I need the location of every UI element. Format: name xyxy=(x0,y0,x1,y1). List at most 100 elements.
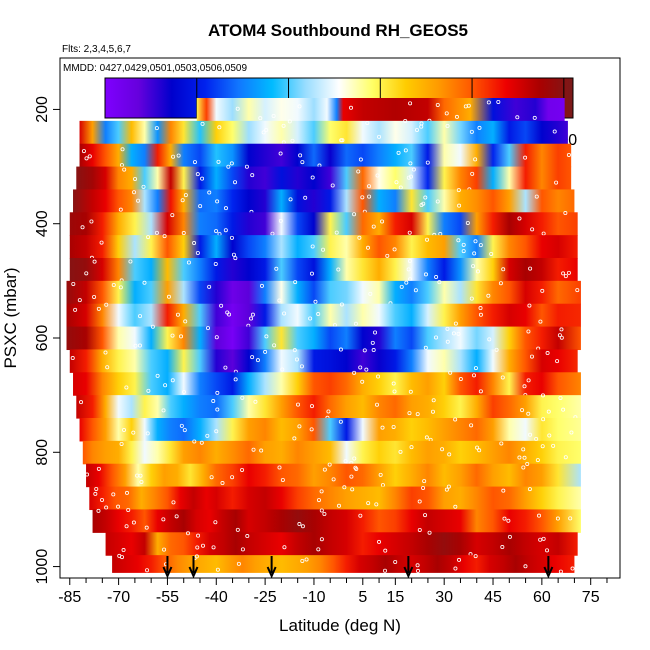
sample-marker xyxy=(319,489,324,494)
sample-marker xyxy=(96,466,101,471)
sample-marker xyxy=(124,490,129,495)
sample-marker xyxy=(182,428,187,433)
sample-marker xyxy=(552,129,557,134)
sample-marker xyxy=(309,404,314,409)
sample-marker xyxy=(415,563,420,568)
sample-marker xyxy=(538,537,543,542)
sample-marker xyxy=(135,473,140,478)
sample-marker xyxy=(111,283,116,288)
sample-marker xyxy=(489,251,494,256)
sample-marker xyxy=(353,321,358,326)
sample-marker xyxy=(235,527,240,532)
sample-marker xyxy=(415,568,420,573)
sample-marker xyxy=(408,101,413,106)
sample-marker xyxy=(547,433,552,438)
sample-marker xyxy=(391,381,396,386)
sample-marker xyxy=(477,448,482,453)
sample-marker xyxy=(271,114,276,119)
sample-marker xyxy=(219,303,224,308)
sample-marker xyxy=(448,370,453,375)
sample-marker xyxy=(207,190,212,195)
sample-marker xyxy=(214,229,219,234)
sample-marker xyxy=(277,465,282,470)
sample-marker xyxy=(398,449,403,454)
sample-marker xyxy=(89,219,94,224)
sample-marker xyxy=(563,274,568,279)
sample-marker xyxy=(430,409,435,414)
x-tick-label: 30 xyxy=(435,589,453,606)
sample-marker xyxy=(174,514,179,519)
sample-marker xyxy=(408,174,413,179)
heatmap-strip xyxy=(66,303,581,328)
sample-marker xyxy=(559,335,564,340)
sample-marker xyxy=(215,567,220,572)
sample-marker xyxy=(116,504,121,509)
sample-marker xyxy=(444,111,449,116)
sample-marker xyxy=(421,485,426,490)
heatmap-strip xyxy=(69,349,578,373)
sample-marker xyxy=(423,195,428,200)
sample-marker xyxy=(128,259,133,264)
sample-marker xyxy=(118,285,123,290)
sample-marker xyxy=(353,465,358,470)
sample-marker xyxy=(451,331,456,336)
sample-marker xyxy=(472,251,477,256)
sample-marker xyxy=(264,128,269,133)
sample-marker xyxy=(71,281,76,286)
sample-marker xyxy=(498,281,503,286)
x-tick-label: -70 xyxy=(107,589,130,606)
sample-marker xyxy=(171,500,176,505)
x-tick-label: 60 xyxy=(533,589,551,606)
sample-marker xyxy=(319,537,324,542)
sample-marker xyxy=(162,234,167,239)
y-axis-label: PSXC (mbar) xyxy=(1,267,20,368)
sample-marker xyxy=(215,407,220,412)
heatmap-strip xyxy=(76,395,581,419)
sample-marker xyxy=(309,271,314,276)
sample-marker xyxy=(340,138,345,143)
sample-marker xyxy=(475,269,480,274)
sample-marker xyxy=(92,259,97,264)
sample-marker xyxy=(229,235,234,240)
sample-marker xyxy=(473,157,478,162)
sample-marker xyxy=(447,452,452,457)
x-tick-label: 45 xyxy=(484,589,502,606)
flight-arrow xyxy=(188,556,199,579)
y-axis: 200 400 600 800 1000 xyxy=(34,96,60,584)
sample-marker xyxy=(538,319,543,324)
sample-marker xyxy=(557,333,562,338)
sample-marker xyxy=(297,522,302,527)
sample-marker xyxy=(310,244,315,249)
sample-marker xyxy=(81,149,86,154)
sample-marker xyxy=(373,330,378,335)
sample-marker xyxy=(415,412,420,417)
sample-marker xyxy=(330,183,335,188)
sample-marker xyxy=(155,373,160,378)
sample-marker xyxy=(294,357,299,362)
sample-marker xyxy=(84,156,89,161)
sample-marker xyxy=(366,501,371,506)
sample-marker xyxy=(478,306,483,311)
sample-marker xyxy=(213,520,218,525)
sample-marker xyxy=(528,266,533,271)
sample-marker xyxy=(310,175,315,180)
sample-marker xyxy=(558,395,563,400)
sample-marker xyxy=(73,307,78,312)
sample-marker xyxy=(180,198,185,203)
sample-marker xyxy=(517,455,522,460)
sample-marker xyxy=(206,326,211,331)
heatmap-strip xyxy=(196,98,565,122)
sample-marker xyxy=(525,461,530,466)
sample-marker xyxy=(220,481,225,486)
heatmap-strip xyxy=(112,555,575,573)
sample-marker xyxy=(117,553,122,558)
sample-marker xyxy=(154,126,159,131)
sample-marker xyxy=(211,399,216,404)
sample-marker xyxy=(377,539,382,544)
sample-marker xyxy=(434,335,439,340)
sample-marker xyxy=(348,105,353,110)
sample-marker xyxy=(161,408,166,413)
sample-marker xyxy=(199,440,204,445)
sample-marker xyxy=(192,160,197,165)
